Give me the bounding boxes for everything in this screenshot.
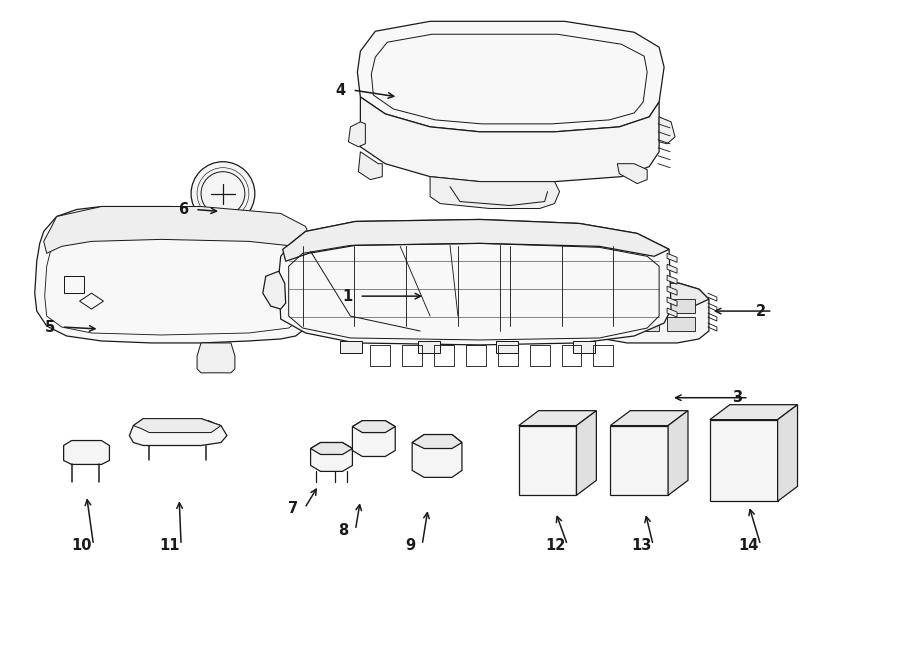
Polygon shape (590, 283, 709, 311)
Polygon shape (596, 317, 624, 331)
Polygon shape (207, 225, 238, 245)
Polygon shape (360, 243, 535, 273)
Polygon shape (463, 313, 487, 325)
Polygon shape (667, 286, 677, 295)
Polygon shape (197, 343, 235, 373)
Polygon shape (401, 281, 425, 293)
Text: 8: 8 (338, 523, 348, 537)
Polygon shape (340, 341, 363, 353)
Polygon shape (130, 418, 227, 446)
Polygon shape (596, 299, 624, 313)
Polygon shape (778, 405, 797, 501)
Text: 13: 13 (631, 537, 652, 553)
Polygon shape (353, 420, 395, 457)
Polygon shape (35, 206, 312, 343)
Polygon shape (494, 313, 518, 325)
Text: 14: 14 (739, 537, 759, 553)
Polygon shape (610, 410, 688, 426)
Polygon shape (263, 271, 285, 309)
Polygon shape (667, 317, 695, 331)
Polygon shape (667, 253, 677, 262)
Text: 1: 1 (342, 289, 353, 303)
Polygon shape (358, 152, 382, 180)
Polygon shape (518, 410, 597, 426)
Polygon shape (309, 253, 325, 271)
Polygon shape (496, 341, 518, 353)
Polygon shape (432, 281, 456, 293)
Polygon shape (309, 231, 325, 249)
Polygon shape (346, 283, 363, 306)
Polygon shape (668, 410, 688, 495)
Polygon shape (44, 206, 310, 253)
Polygon shape (617, 164, 647, 184)
Polygon shape (283, 219, 669, 261)
Polygon shape (412, 434, 462, 477)
Polygon shape (430, 176, 560, 208)
Polygon shape (588, 283, 709, 343)
Polygon shape (494, 281, 518, 293)
Polygon shape (401, 297, 425, 309)
Polygon shape (133, 418, 221, 432)
Polygon shape (357, 21, 664, 132)
Text: 4: 4 (336, 83, 346, 98)
Polygon shape (610, 426, 668, 495)
Polygon shape (348, 122, 365, 147)
Polygon shape (360, 97, 659, 182)
Polygon shape (432, 313, 456, 325)
Polygon shape (667, 308, 677, 317)
Polygon shape (358, 243, 535, 321)
Polygon shape (310, 442, 353, 471)
Text: 6: 6 (178, 202, 188, 217)
Polygon shape (659, 117, 675, 144)
Polygon shape (370, 297, 394, 309)
Polygon shape (710, 405, 797, 420)
Text: 12: 12 (545, 537, 566, 553)
Polygon shape (631, 299, 659, 313)
Polygon shape (370, 281, 394, 293)
Polygon shape (310, 442, 353, 455)
Polygon shape (667, 275, 677, 284)
Polygon shape (667, 264, 677, 273)
Polygon shape (667, 297, 677, 306)
Polygon shape (370, 313, 394, 325)
Polygon shape (463, 281, 487, 293)
Text: 9: 9 (405, 537, 415, 553)
Polygon shape (309, 275, 325, 293)
Polygon shape (518, 426, 577, 495)
Polygon shape (631, 317, 659, 331)
Polygon shape (309, 297, 325, 315)
Text: 10: 10 (71, 537, 92, 553)
Polygon shape (463, 297, 487, 309)
Polygon shape (432, 297, 456, 309)
Text: 11: 11 (159, 537, 179, 553)
Polygon shape (412, 434, 462, 449)
Polygon shape (418, 341, 440, 353)
Polygon shape (494, 297, 518, 309)
Circle shape (191, 162, 255, 225)
Polygon shape (279, 219, 671, 345)
Polygon shape (401, 313, 425, 325)
Polygon shape (710, 420, 778, 501)
Text: 3: 3 (732, 390, 742, 405)
Text: 5: 5 (45, 319, 55, 334)
Polygon shape (577, 410, 597, 495)
Polygon shape (573, 341, 596, 353)
Polygon shape (353, 420, 395, 432)
Text: 2: 2 (756, 303, 766, 319)
Text: 7: 7 (288, 501, 298, 516)
Polygon shape (64, 440, 110, 465)
Polygon shape (667, 299, 695, 313)
